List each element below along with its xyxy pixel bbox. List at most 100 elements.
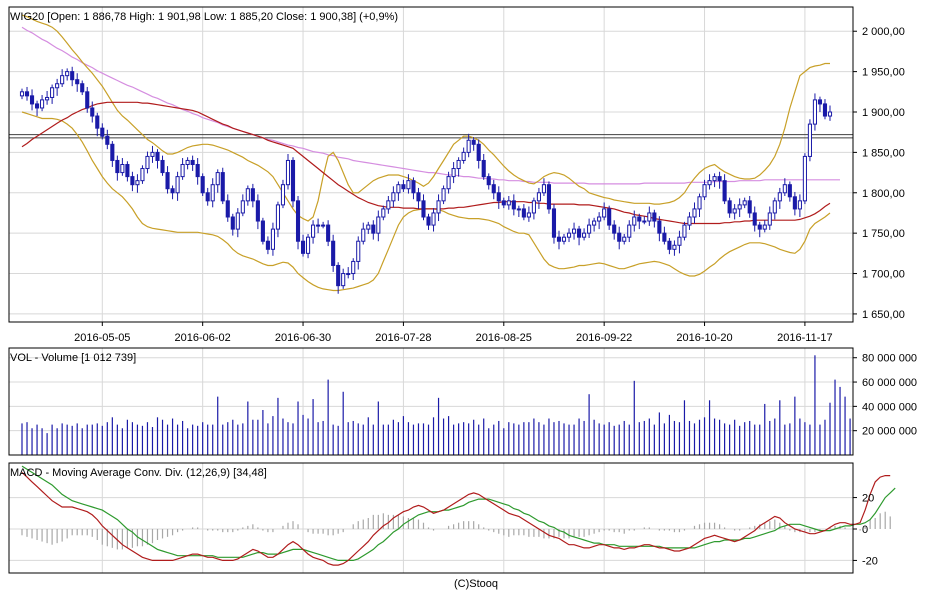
candle-body	[767, 212, 772, 226]
candle-body	[662, 232, 667, 242]
volume-y-tick-label: 20 000 000	[862, 426, 917, 438]
candle-body	[592, 220, 597, 226]
candle-body	[361, 228, 366, 242]
candle-body	[200, 176, 205, 194]
candle-body	[19, 91, 25, 97]
candle-body	[376, 216, 381, 234]
candle-body	[60, 75, 65, 85]
candle-body	[265, 240, 270, 250]
candle-body	[441, 188, 446, 202]
candle-body	[546, 184, 552, 210]
candle-body	[110, 143, 115, 161]
candle-body	[627, 224, 632, 238]
candle-body	[185, 159, 190, 165]
candle-body	[752, 212, 757, 226]
candle-body	[75, 79, 80, 85]
candle-body	[220, 172, 225, 202]
candle-body	[687, 216, 692, 226]
candle-body	[175, 176, 180, 194]
candle-body	[747, 200, 752, 214]
price-x-tick-label: 2016-06-02	[175, 332, 231, 344]
candle-body	[311, 224, 316, 238]
candle-body	[250, 188, 255, 202]
candle-body	[692, 208, 697, 218]
candle-body	[486, 176, 491, 186]
candle-body	[541, 184, 546, 194]
candle-body	[145, 155, 150, 170]
candle-body	[170, 188, 175, 194]
candle-body	[290, 159, 296, 202]
sma-mid-line	[21, 101, 831, 225]
candle-body	[100, 127, 105, 137]
candle-body	[411, 180, 416, 194]
price-x-tick-label: 2016-07-28	[375, 332, 431, 344]
price-y-tick-label: 1 950,00	[862, 67, 905, 79]
candle-body	[727, 200, 732, 214]
candle-body	[772, 200, 777, 214]
candle-body	[511, 200, 516, 210]
macd-y-tick-label: 0	[862, 524, 868, 536]
candle-body	[240, 200, 245, 214]
candle-body	[190, 159, 195, 165]
candle-body	[602, 208, 607, 218]
candle-body	[582, 232, 587, 238]
price-x-tick-label: 2016-09-22	[576, 332, 632, 344]
candle-body	[260, 220, 265, 242]
candle-body	[501, 200, 506, 206]
candle-body	[556, 236, 562, 242]
candle-body	[551, 208, 557, 238]
candle-body	[536, 192, 541, 202]
candle-body	[336, 264, 341, 287]
candle-body	[331, 240, 336, 266]
candle-body	[316, 224, 321, 227]
copyright-footer: (C)Stooq	[454, 578, 498, 590]
candle-body	[491, 184, 496, 194]
volume-y-tick-label: 60 000 000	[862, 377, 917, 389]
candle-body	[682, 224, 687, 238]
candle-body	[797, 200, 802, 210]
candle-body	[476, 143, 481, 161]
candle-body	[762, 224, 767, 230]
candle-body	[827, 111, 833, 117]
candle-body	[270, 228, 275, 250]
price-y-tick-label: 2 000,00	[862, 26, 905, 38]
candle-body	[105, 135, 110, 145]
candle-body	[205, 192, 210, 202]
candle-body	[351, 260, 356, 275]
candle-body	[125, 164, 130, 178]
volume-y-tick-label: 80 000 000	[862, 353, 917, 365]
candle-body	[667, 240, 672, 250]
candle-body	[165, 172, 170, 190]
candle-body	[466, 139, 471, 153]
candle-body	[471, 139, 476, 145]
candle-body	[386, 200, 391, 210]
candle-body	[391, 192, 396, 202]
candle-body	[521, 208, 526, 218]
candle-body	[135, 180, 140, 186]
candle-body	[50, 87, 55, 98]
candle-body	[295, 200, 301, 242]
candle-body	[235, 212, 240, 230]
candle-body	[481, 159, 486, 178]
macd-signal-line	[21, 465, 896, 562]
candle-body	[55, 83, 60, 89]
candle-body	[451, 168, 456, 178]
candle-body	[341, 273, 346, 287]
candle-body	[697, 196, 702, 210]
candle-body	[566, 232, 572, 238]
candle-body	[230, 216, 235, 230]
macd-line	[21, 471, 891, 566]
macd-panel-frame	[8, 462, 854, 574]
candle-body	[722, 180, 727, 202]
candle-body	[95, 115, 100, 129]
candle-body	[587, 224, 592, 234]
candle-body	[672, 244, 677, 250]
candle-body	[245, 188, 250, 202]
candle-body	[702, 184, 707, 198]
candle-body	[531, 200, 536, 214]
candle-body	[346, 273, 351, 276]
sma-slow-line	[21, 26, 840, 185]
candle-body	[597, 216, 602, 222]
candle-body	[812, 99, 817, 125]
candle-body	[150, 151, 155, 157]
